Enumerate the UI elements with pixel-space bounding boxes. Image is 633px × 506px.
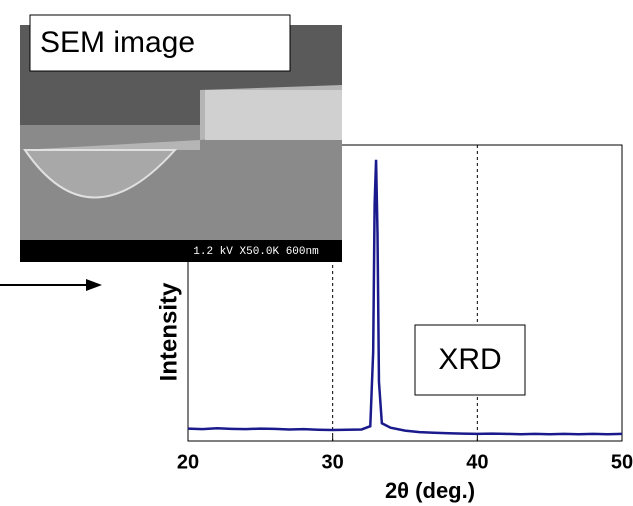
- x-tick-label: 40: [466, 451, 488, 473]
- x-tick-label: 30: [322, 451, 344, 473]
- sem-label: SEM image: [40, 26, 195, 59]
- xrd-label-box: [414, 324, 526, 396]
- arrow-head: [86, 279, 102, 291]
- sem-label-box: [29, 14, 291, 72]
- x-axis-label: 2θ (deg.): [385, 478, 475, 503]
- y-axis-label: Intensity: [155, 282, 182, 381]
- x-tick-label: 20: [177, 451, 199, 473]
- data-line: [187, 159, 623, 436]
- x-tick-label: 50: [611, 451, 633, 473]
- sem-scale: 1.2 kV X50.0K 600nm: [193, 246, 319, 258]
- xrd-label: XRD: [438, 343, 501, 376]
